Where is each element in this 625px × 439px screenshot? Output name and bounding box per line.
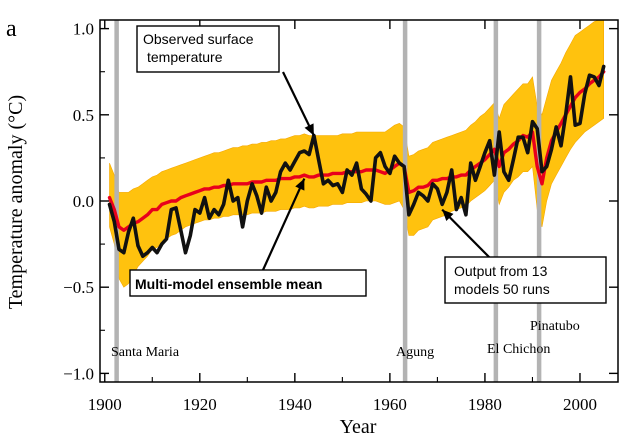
event-label: Santa Maria [111,345,180,360]
annotation-box [136,25,280,73]
annotation-arrowhead [295,178,305,191]
annotation-arrow-line [261,178,306,271]
y-tick-label: 0.0 [73,192,94,211]
model-runs-spread [109,19,604,288]
y-tick-label: 1.0 [73,20,94,39]
series-line [107,64,606,259]
event-label: El Chichon [487,342,550,357]
annotation-arrow-line [441,208,491,259]
y-axis-title: Temperature anomaly (°C) [5,95,27,309]
x-tick-label: 1920 [183,395,217,414]
annotation-text: models 50 runs [454,281,550,297]
y-ticks: −1.0 −0.5 0.0 0.5 1.0 [63,20,618,383]
y-tick-label: −0.5 [63,278,94,297]
x-tick-label: 1980 [468,395,502,414]
x-axis-title: Year [340,416,377,438]
annotation-text: Observed surface [143,31,254,47]
x-tick-label: 1940 [278,395,312,414]
annotation-arrow-line [282,71,315,136]
panel-letter: a [6,16,17,42]
event-label: Pinatubo [530,319,580,334]
annotation-text: Output from 13 [454,263,548,279]
x-tick-label: 2000 [563,395,597,414]
series-lines [107,64,606,259]
x-ticks: 1900 1920 1940 1960 1980 2000 [88,20,597,414]
plot-area [107,19,606,382]
event-labels: Santa Maria Agung El Chichon Pinatubo [111,319,580,360]
annotation-text: temperature [147,49,223,65]
annotation-text: Multi-model ensemble mean [135,276,322,292]
annotation-box [129,269,367,297]
model-runs-band [109,19,604,288]
annotation-box [444,256,607,304]
y-tick-label: −1.0 [63,364,94,383]
y-tick-label: 0.5 [73,106,94,125]
annotation-arrowhead [442,209,454,221]
event-label: Agung [396,345,434,360]
x-tick-label: 1900 [88,395,122,414]
x-tick-label: 1960 [373,395,407,414]
annotation-arrowhead [304,123,314,136]
volcano-lines [114,20,542,382]
annotations: Observed surface temperature Multi-model e… [129,25,607,304]
